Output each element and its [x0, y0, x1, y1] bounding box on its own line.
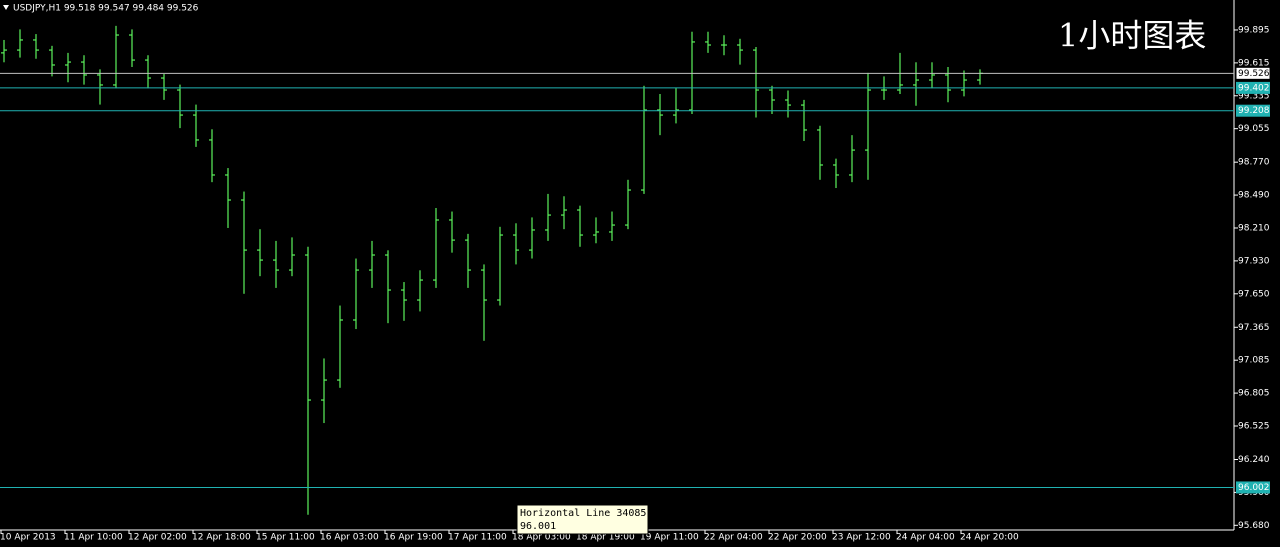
y-tick-label: 98.490: [1238, 191, 1270, 201]
y-tick-label: 96.805: [1238, 389, 1270, 399]
price-label: 99.526: [1238, 69, 1270, 79]
y-tick-label: 96.525: [1238, 421, 1270, 431]
x-tick-label: 15 Apr 11:00: [256, 533, 315, 543]
annotation: 1小时图表: [1058, 17, 1206, 55]
x-tick-label: 18 Apr 03:00: [512, 533, 571, 543]
y-tick-label: 97.930: [1238, 256, 1270, 266]
tooltip-title: Horizontal Line 34085: [520, 508, 646, 519]
x-tick-label: 24 Apr 04:00: [896, 533, 955, 543]
y-tick-label: 97.085: [1238, 356, 1270, 366]
y-tick-label: 95.680: [1238, 521, 1270, 531]
x-tick-label: 19 Apr 11:00: [640, 533, 699, 543]
x-tick-label: 10 Apr 2013: [0, 533, 56, 543]
price-label: 99.402: [1238, 83, 1270, 93]
x-tick-label: 22 Apr 20:00: [768, 533, 827, 543]
y-tick-label: 96.240: [1238, 455, 1270, 465]
x-tick-label: 11 Apr 10:00: [64, 533, 123, 543]
price-label-box: [1236, 104, 1270, 117]
header: USDJPY,H1 99.518 99.547 99.484 99.526: [13, 4, 199, 14]
price-label-box: [1236, 481, 1270, 494]
y-tick-label: 97.650: [1238, 289, 1270, 299]
x-tick-label: 16 Apr 19:00: [384, 533, 443, 543]
x-tick-label: 23 Apr 12:00: [832, 533, 891, 543]
y-tick-label: 99.615: [1238, 58, 1270, 68]
price-label: 96.002: [1238, 483, 1270, 493]
y-tick-label: 97.365: [1238, 323, 1270, 333]
tooltip-box: [516, 504, 649, 535]
price-label: 99.208: [1238, 106, 1270, 116]
x-tick-label: 17 Apr 11:00: [448, 533, 507, 543]
x-tick-label: 12 Apr 02:00: [128, 533, 187, 543]
x-tick-label: 16 Apr 03:00: [320, 533, 379, 543]
price-label-box: [1235, 66, 1271, 80]
tooltip: Horizontal Line 34085 96.001: [516, 504, 649, 535]
y-tick-label: 99.895: [1238, 25, 1270, 35]
y-tick-label: 98.770: [1238, 158, 1270, 168]
price-label-box: [1236, 81, 1270, 94]
y-tick-label: 98.210: [1238, 223, 1270, 233]
y-tick-label: 99.335: [1238, 91, 1270, 101]
y-tick-label: 99.055: [1238, 124, 1270, 134]
x-tick-label: 24 Apr 20:00: [960, 533, 1019, 543]
x-tick-label: 12 Apr 18:00: [192, 533, 251, 543]
x-tick-label: 18 Apr 19:00: [576, 533, 635, 543]
tooltip-value: 96.001: [520, 521, 556, 532]
header-arrow: [3, 5, 9, 10]
x-tick-label: 22 Apr 04:00: [704, 533, 763, 543]
